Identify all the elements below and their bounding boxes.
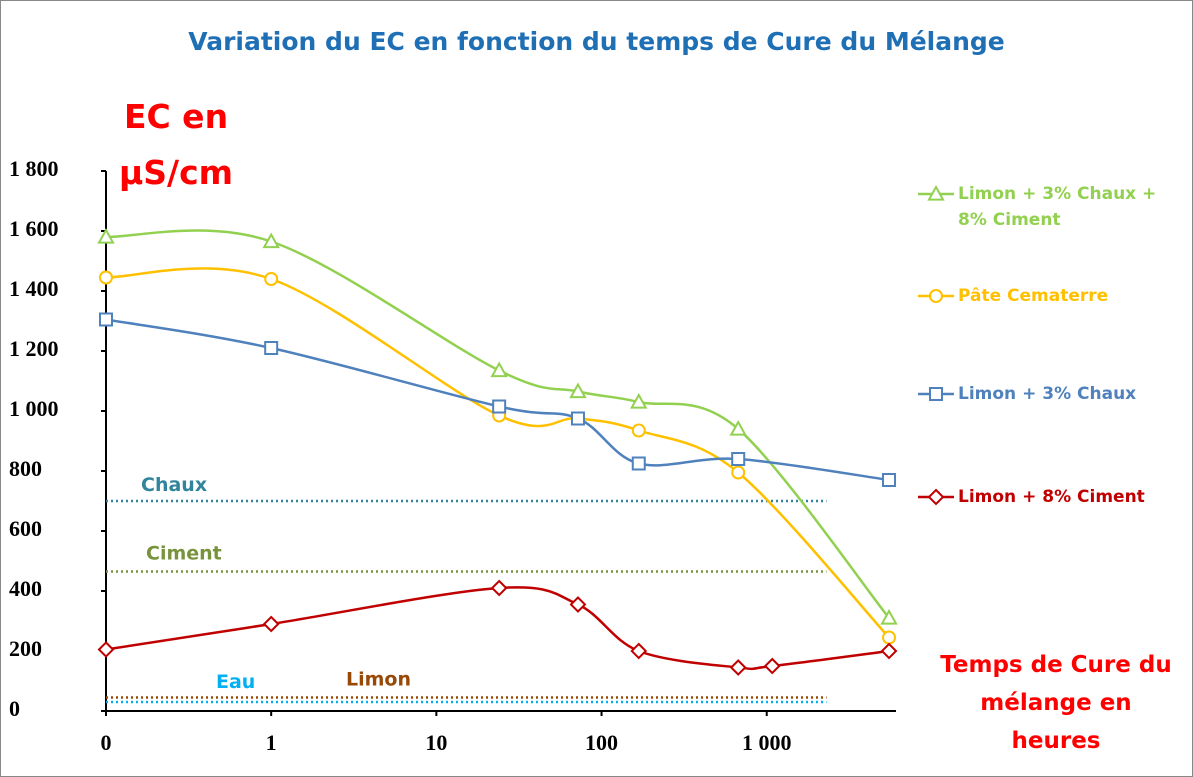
marker xyxy=(880,608,898,625)
legend-swatch xyxy=(918,289,954,303)
y-axis-label: EC en µS/cm xyxy=(118,97,234,192)
legend-marker xyxy=(929,387,943,401)
series-line xyxy=(105,229,890,619)
legend-label: Limon + 3% Chaux + 8% Ciment xyxy=(958,184,1157,230)
marker xyxy=(763,657,781,675)
y-tick-label: 1 000 xyxy=(9,396,59,421)
y-tick-label: 400 xyxy=(9,576,42,601)
y-tick-label: 1 800 xyxy=(9,156,59,181)
marker xyxy=(490,361,508,378)
marker xyxy=(569,596,587,613)
marker xyxy=(631,456,646,471)
marker xyxy=(630,642,648,660)
marker xyxy=(262,615,280,633)
legend-marker xyxy=(927,184,945,201)
marker xyxy=(570,411,585,426)
reference-label: Eau xyxy=(216,671,255,693)
marker xyxy=(731,465,746,480)
y-tick-label: 0 xyxy=(9,696,20,721)
marker xyxy=(262,232,280,249)
marker xyxy=(882,630,897,645)
y-tick-label: 800 xyxy=(9,456,42,481)
chart-title: Variation du EC en fonction du temps de … xyxy=(188,27,1005,56)
legend-swatch xyxy=(918,184,954,201)
series-line xyxy=(105,586,890,671)
y-tick-label: 600 xyxy=(9,516,42,541)
legend-marker xyxy=(927,488,945,506)
x-tick-label: 10 xyxy=(425,730,447,755)
x-tick-label: 0 xyxy=(101,730,112,755)
legend-label: Limon + 8% Ciment xyxy=(958,487,1145,507)
marker xyxy=(882,473,897,487)
marker xyxy=(729,419,747,436)
x-tick-label: 1 000 xyxy=(742,730,792,755)
legend-item: Limon + 3% Chaux xyxy=(916,381,1186,407)
legend-swatch xyxy=(918,488,954,506)
reference-label: Limon xyxy=(346,669,411,691)
marker xyxy=(97,641,115,658)
x-tick-label: 100 xyxy=(585,730,618,755)
y-tick-label: 1 400 xyxy=(9,276,59,301)
reference-label: Chaux xyxy=(141,474,207,496)
marker xyxy=(729,659,747,676)
marker xyxy=(264,272,279,286)
marker xyxy=(99,270,113,285)
legend-label: Pâte Cematerre xyxy=(958,286,1109,306)
legend-item: Limon + 3% Chaux + 8% Ciment xyxy=(916,181,1186,233)
reference-label: Ciment xyxy=(146,543,222,565)
y-tick-label: 200 xyxy=(9,636,42,661)
marker xyxy=(97,227,115,244)
marker xyxy=(631,423,646,438)
x-axis-label: Temps de Cure du mélange en heures xyxy=(940,652,1172,754)
y-tick-label: 1 600 xyxy=(9,216,59,241)
marker xyxy=(99,312,113,327)
y-tick-label: 1 200 xyxy=(9,336,59,361)
marker xyxy=(492,399,507,414)
marker xyxy=(264,341,279,355)
legend-item: Limon + 8% Ciment xyxy=(916,484,1186,510)
legend-item: Pâte Cematerre xyxy=(916,283,1186,309)
marker xyxy=(731,452,746,466)
marker xyxy=(880,642,898,660)
legend-label: Limon + 3% Chaux xyxy=(958,384,1137,404)
legend-marker xyxy=(929,289,943,303)
marker xyxy=(630,392,648,409)
x-tick-label: 1 xyxy=(266,730,277,755)
marker xyxy=(490,579,508,597)
marker xyxy=(569,382,587,399)
legend-swatch xyxy=(918,387,954,401)
